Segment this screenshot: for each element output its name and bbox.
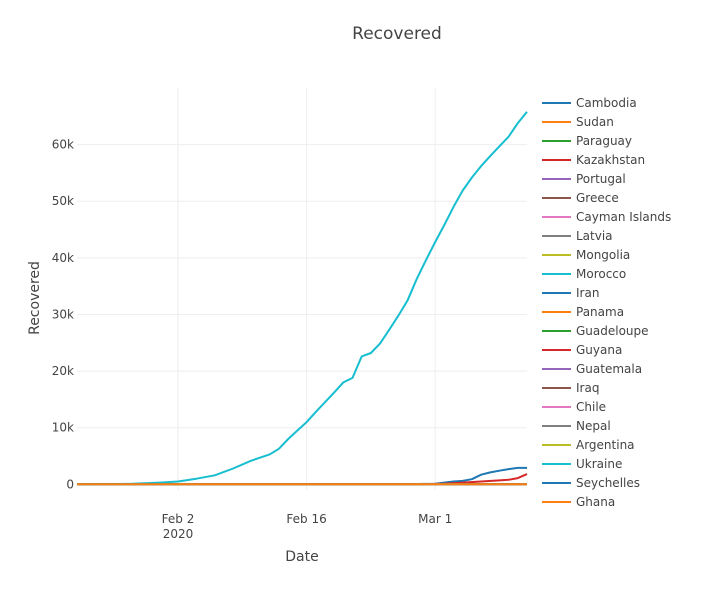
legend-label: Latvia xyxy=(576,229,613,243)
y-tick-label: 60k xyxy=(52,138,74,152)
legend-label: Guyana xyxy=(576,343,622,357)
legend-item[interactable]: Guyana xyxy=(542,343,622,357)
legend-item[interactable]: Nepal xyxy=(542,419,611,433)
legend: Cambodia Sudan Paraguay Kazakhstan Portugal G… xyxy=(542,96,671,509)
x-tick-sublabel: 2020 xyxy=(163,527,194,541)
legend-label: Argentina xyxy=(576,438,635,452)
legend-label: Portugal xyxy=(576,172,626,186)
legend-label: Kazakhstan xyxy=(576,153,645,167)
legend-label: Guadeloupe xyxy=(576,324,649,338)
legend-label: Panama xyxy=(576,305,624,319)
x-tick-label: Feb 2 xyxy=(162,512,195,526)
legend-item[interactable]: Portugal xyxy=(542,172,626,186)
legend-label: Ukraine xyxy=(576,457,622,471)
legend-item[interactable]: Mongolia xyxy=(542,248,630,262)
y-axis-ticks: 0 10k 20k 30k 40k 50k 60k xyxy=(52,138,74,492)
legend-item[interactable]: Iran xyxy=(542,286,599,300)
legend-item[interactable]: Paraguay xyxy=(542,134,632,148)
y-tick-label: 50k xyxy=(52,194,74,208)
legend-item[interactable]: Guadeloupe xyxy=(542,324,649,338)
legend-item[interactable]: Guatemala xyxy=(542,362,642,376)
y-tick-label: 20k xyxy=(52,364,74,378)
y-axis-title: Recovered xyxy=(27,261,43,335)
legend-item[interactable]: Ghana xyxy=(542,495,615,509)
legend-label: Greece xyxy=(576,191,619,205)
legend-label: Cayman Islands xyxy=(576,210,671,224)
y-tick-label: 40k xyxy=(52,251,74,265)
legend-item[interactable]: Argentina xyxy=(542,438,635,452)
legend-item[interactable]: Kazakhstan xyxy=(542,153,645,167)
legend-label: Nepal xyxy=(576,419,611,433)
legend-label: Paraguay xyxy=(576,134,632,148)
legend-label: Morocco xyxy=(576,267,626,281)
legend-item[interactable]: Seychelles xyxy=(542,476,640,490)
legend-label: Seychelles xyxy=(576,476,640,490)
legend-item[interactable]: Panama xyxy=(542,305,624,319)
series-line-ukraine xyxy=(76,111,528,486)
x-tick-label: Mar 1 xyxy=(418,512,452,526)
y-tick-label: 30k xyxy=(52,307,74,321)
legend-label: Iraq xyxy=(576,381,599,395)
chart-title: Recovered xyxy=(352,24,442,44)
legend-item[interactable]: Cambodia xyxy=(542,96,637,110)
x-tick-label: Feb 16 xyxy=(286,512,326,526)
legend-label: Mongolia xyxy=(576,248,630,262)
series-lines xyxy=(76,111,528,486)
legend-item[interactable]: Ukraine xyxy=(542,457,622,471)
legend-label: Cambodia xyxy=(576,96,637,110)
gridlines xyxy=(77,88,527,490)
legend-label: Sudan xyxy=(576,115,614,129)
y-tick-label: 10k xyxy=(52,421,74,435)
legend-label: Chile xyxy=(576,400,606,414)
legend-label: Iran xyxy=(576,286,599,300)
legend-item[interactable]: Iraq xyxy=(542,381,599,395)
y-tick-label: 0 xyxy=(66,477,74,491)
legend-item[interactable]: Morocco xyxy=(542,267,626,281)
legend-item[interactable]: Chile xyxy=(542,400,606,414)
x-axis-title: Date xyxy=(285,549,318,565)
legend-item[interactable]: Sudan xyxy=(542,115,614,129)
legend-item[interactable]: Cayman Islands xyxy=(542,210,671,224)
legend-item[interactable]: Greece xyxy=(542,191,619,205)
legend-label: Ghana xyxy=(576,495,615,509)
legend-item[interactable]: Latvia xyxy=(542,229,613,243)
legend-label: Guatemala xyxy=(576,362,642,376)
